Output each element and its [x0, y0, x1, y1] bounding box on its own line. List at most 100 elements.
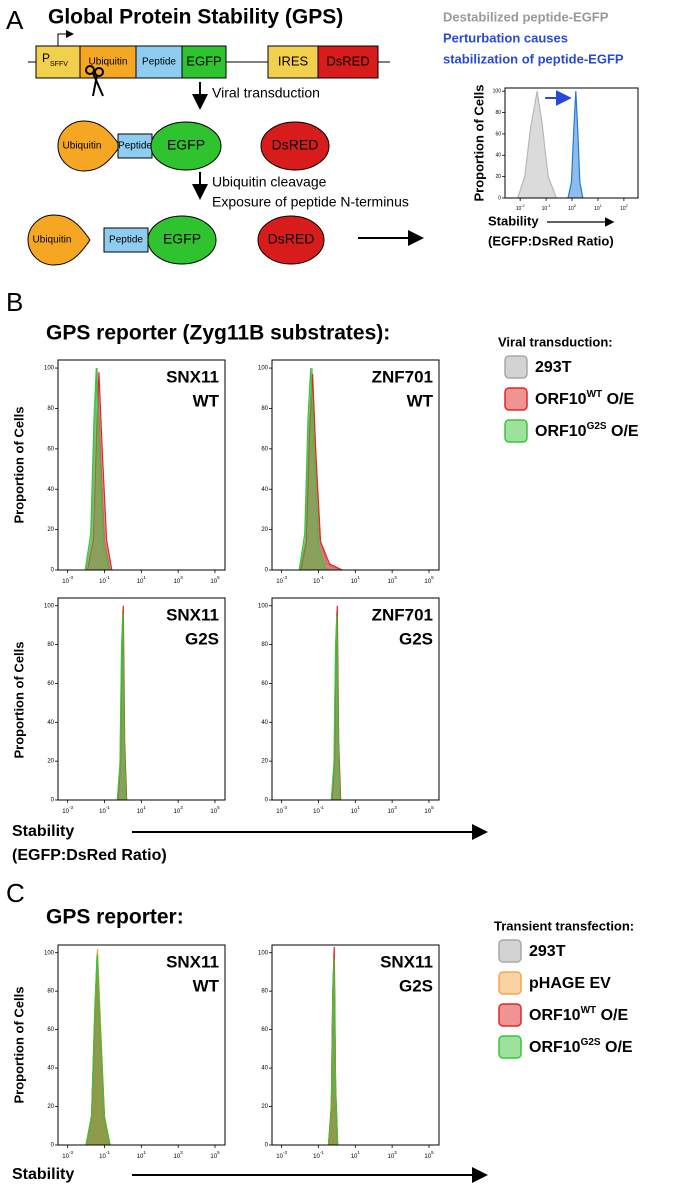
x-tick-label: 103 — [174, 575, 184, 584]
dsred-box — [317, 45, 379, 79]
y-tick-label: 0 — [265, 1143, 269, 1149]
plot-label: SNX11 — [166, 605, 219, 624]
x-tick-label: 105 — [424, 1150, 434, 1159]
histogram-curve — [327, 958, 339, 1146]
y-tick-label: 40 — [495, 153, 501, 159]
x-tick-base: 10 — [99, 809, 106, 815]
peptide-label: Peptide — [118, 141, 152, 152]
y-tick-label: 100 — [44, 603, 55, 609]
egfp-label: EGFP — [163, 231, 201, 247]
y-tick-label: 20 — [261, 759, 268, 765]
legend-label: ORF10G2S O/E — [529, 1037, 633, 1057]
promoter-label: PSFFV — [42, 51, 68, 68]
x-axis-label: (EGFP:DsRed Ratio) — [12, 847, 167, 864]
y-axis-label: Proportion of Cells — [11, 407, 26, 524]
ires-box — [267, 45, 319, 79]
legend-sup: WT — [587, 389, 603, 400]
legend-title: Viral transduction: — [498, 334, 613, 349]
legend-sup: G2S — [581, 1037, 601, 1048]
legend-text: Perturbation causes — [443, 30, 568, 45]
x-tick-label: 105 — [424, 575, 434, 584]
y-tick-label: 60 — [261, 446, 268, 452]
x-tick-label: 105 — [210, 575, 220, 584]
x-tick-base: 10 — [568, 206, 574, 212]
legend-name: 293T — [529, 943, 566, 960]
x-tick-base: 10 — [313, 809, 320, 815]
legend-label: ORF10WT O/E — [535, 389, 634, 409]
legend-label: ORF10G2S O/E — [535, 421, 639, 441]
x-tick-base: 10 — [210, 809, 217, 815]
x-tick-label: 10-1 — [313, 575, 324, 584]
y-tick-label: 60 — [47, 681, 54, 687]
x-tick-base: 10 — [174, 579, 181, 585]
x-tick-base: 10 — [594, 206, 600, 212]
x-tick-exp: 3 — [180, 805, 183, 810]
y-tick-label: 60 — [47, 446, 54, 452]
x-tick-exp: 5 — [431, 575, 434, 580]
x-tick-base: 10 — [276, 809, 283, 815]
legend-swatch — [498, 939, 522, 963]
x-tick-label: 105 — [424, 805, 434, 814]
plot-label: ZNF701 — [372, 367, 433, 386]
x-tick-exp: 5 — [217, 805, 220, 810]
x-tick-label: 101 — [351, 575, 361, 584]
x-tick-base: 10 — [313, 1154, 320, 1160]
x-tick-base: 10 — [137, 1154, 144, 1160]
x-tick-exp: 3 — [394, 575, 397, 580]
legend-suffix: O/E — [607, 423, 639, 440]
panel-title: GPS reporter: — [46, 906, 184, 929]
y-tick-label: 20 — [47, 527, 54, 533]
ubiquitin-shape — [27, 214, 91, 266]
panel-letter: C — [6, 878, 25, 908]
x-tick-base: 10 — [516, 206, 522, 212]
y-tick-label: 80 — [47, 989, 54, 995]
legend-text: stabilization of peptide-EGFP — [443, 51, 624, 66]
x-tick-exp: 1 — [357, 1150, 360, 1155]
legend-suffix: O/E — [601, 1039, 633, 1056]
dsred-label: DsRED — [272, 137, 319, 153]
x-tick-base: 10 — [351, 809, 358, 815]
legend-title: Transient transfection: — [494, 918, 634, 933]
y-tick-label: 20 — [261, 1104, 268, 1110]
x-tick-base: 10 — [424, 809, 431, 815]
x-axis-label: Stability — [488, 213, 539, 228]
ubiquitin-shape — [57, 120, 121, 172]
plot-label: WT — [407, 391, 434, 410]
egfp-shape — [150, 121, 222, 171]
dsred-label: DsRED — [268, 231, 315, 247]
x-tick-label: 103 — [388, 575, 398, 584]
dsred-label: DsRED — [326, 53, 369, 68]
y-tick-label: 20 — [47, 759, 54, 765]
x-tick-exp: -3 — [283, 805, 287, 810]
x-tick-exp: 1 — [357, 575, 360, 580]
y-tick-label: 80 — [261, 989, 268, 995]
x-tick-base: 10 — [210, 579, 217, 585]
egfp-label: EGFP — [186, 53, 221, 68]
plot-label: WT — [193, 391, 220, 410]
legend-name: pHAGE EV — [529, 975, 611, 992]
promoter-text: P — [42, 51, 50, 65]
legend-label: 293T — [529, 943, 566, 960]
histogram-curve — [85, 954, 111, 1146]
panel-letter: B — [6, 287, 23, 317]
plot-label: G2S — [399, 976, 433, 995]
x-tick-label: 10-1 — [99, 1150, 110, 1159]
plot-frame — [57, 597, 226, 801]
y-tick-label: 40 — [47, 720, 54, 726]
plot-label: SNX11 — [380, 952, 433, 971]
x-tick-exp: 5 — [217, 575, 220, 580]
peptide-box — [135, 45, 183, 79]
legend-name: 293T — [535, 359, 572, 376]
legend-swatch — [504, 419, 528, 443]
peptide-label: Peptide — [109, 235, 143, 246]
legend-label: pHAGE EV — [529, 975, 611, 992]
x-tick-base: 10 — [62, 1154, 69, 1160]
x-tick-base: 10 — [351, 1154, 358, 1160]
x-tick-exp: 1 — [143, 1150, 146, 1155]
x-tick-label: 10-1 — [313, 1150, 324, 1159]
y-tick-label: 100 — [258, 603, 269, 609]
plot-label: ZNF701 — [372, 605, 433, 624]
x-tick-exp: 3 — [180, 575, 183, 580]
promoter-arrow — [57, 30, 74, 46]
